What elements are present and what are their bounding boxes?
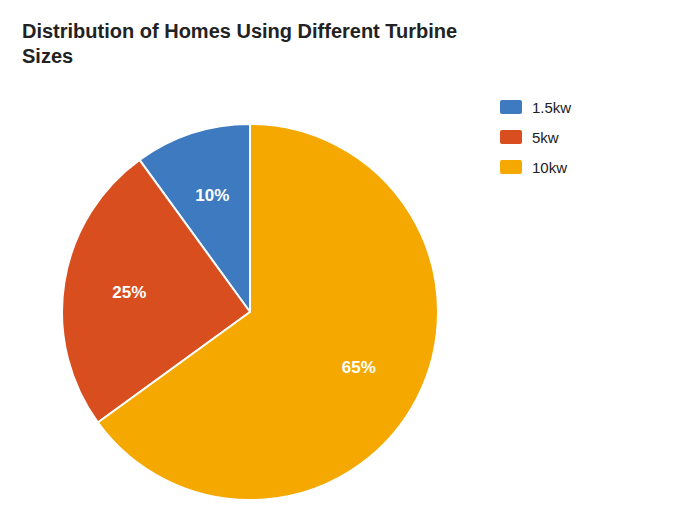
legend-label: 10kw bbox=[532, 159, 567, 176]
title: Distribution of Homes Using Different Tu… bbox=[22, 20, 457, 67]
title-line: Distribution of Homes Using Different Tu… bbox=[22, 20, 457, 42]
chart-container: Distribution of Homes Using Different Tu… bbox=[0, 0, 686, 528]
data-label: 25% bbox=[112, 283, 146, 302]
legend-swatch bbox=[500, 100, 522, 114]
data-label: 65% bbox=[342, 358, 376, 377]
legend-swatch bbox=[500, 160, 522, 174]
chart: Distribution of Homes Using Different Tu… bbox=[0, 0, 686, 528]
legend-label: 1.5kw bbox=[532, 99, 571, 116]
data-label: 10% bbox=[195, 186, 229, 205]
pie-slice bbox=[98, 124, 438, 500]
legend: 1.5kw 5kw 10kw bbox=[500, 99, 571, 176]
legend-label: 5kw bbox=[532, 129, 559, 146]
background bbox=[0, 0, 686, 528]
data-labels: 10% 25% 65% bbox=[112, 186, 376, 377]
slices bbox=[62, 124, 438, 500]
legend-swatch bbox=[500, 130, 522, 144]
title-line: Sizes bbox=[22, 45, 73, 67]
